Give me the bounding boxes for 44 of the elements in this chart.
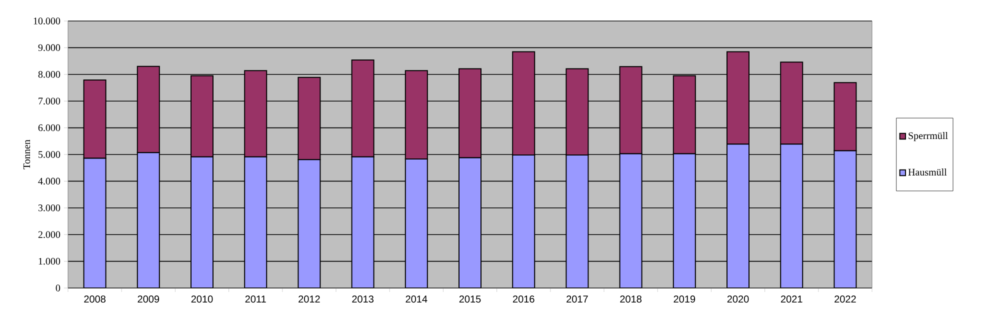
y-tick-label: 3.000 — [38, 204, 60, 212]
x-tick-label: 2011 — [245, 296, 266, 303]
x-tick-label: 2014 — [406, 296, 428, 303]
x-tick-label: 2010 — [191, 296, 213, 303]
x-tick-label: 2022 — [834, 296, 856, 303]
bar — [190, 156, 214, 288]
y-tick-label: 5.000 — [38, 151, 60, 158]
y-axis-title: Tonnen — [23, 140, 30, 170]
x-tick-label: 2015 — [459, 296, 481, 303]
bar — [136, 152, 160, 288]
bar — [566, 154, 589, 288]
bar — [619, 153, 642, 288]
legend-label: Sperrmüll — [908, 132, 948, 142]
y-tick-label: 8.000 — [38, 71, 60, 78]
bar — [244, 156, 268, 288]
x-tick-label: 2012 — [298, 296, 320, 303]
bar — [351, 156, 374, 288]
y-tick-label: 4.000 — [38, 178, 60, 185]
y-tick-label: 6.000 — [38, 124, 60, 132]
y-tick-label: 10.000 — [34, 18, 60, 24]
x-tick-label: 2021 — [780, 296, 802, 303]
bar — [780, 144, 804, 288]
legend-label: Hausmüll — [908, 168, 947, 176]
y-tick-label: 7.000 — [38, 98, 60, 104]
x-tick-label: 2020 — [727, 296, 749, 303]
bar — [404, 158, 428, 288]
bar — [458, 157, 482, 288]
y-tick-label: 2.000 — [38, 231, 60, 238]
bar — [298, 159, 321, 288]
bar — [512, 154, 536, 288]
bar — [726, 144, 750, 288]
bar — [834, 150, 857, 288]
x-tick-label: 2019 — [674, 296, 696, 303]
x-tick-label: 2008 — [84, 296, 106, 303]
y-tick-label: 9.000 — [38, 44, 60, 52]
x-tick-label: 2013 — [352, 296, 374, 303]
y-tick-label: 1.000 — [38, 258, 60, 265]
x-tick-label: 2016 — [512, 296, 534, 303]
bar — [83, 158, 106, 288]
bar — [672, 153, 696, 288]
x-tick-label: 2017 — [566, 296, 588, 303]
y-tick-label: 0 — [56, 284, 60, 292]
x-tick-label: 2018 — [620, 296, 642, 303]
x-tick-label: 2009 — [138, 296, 160, 303]
